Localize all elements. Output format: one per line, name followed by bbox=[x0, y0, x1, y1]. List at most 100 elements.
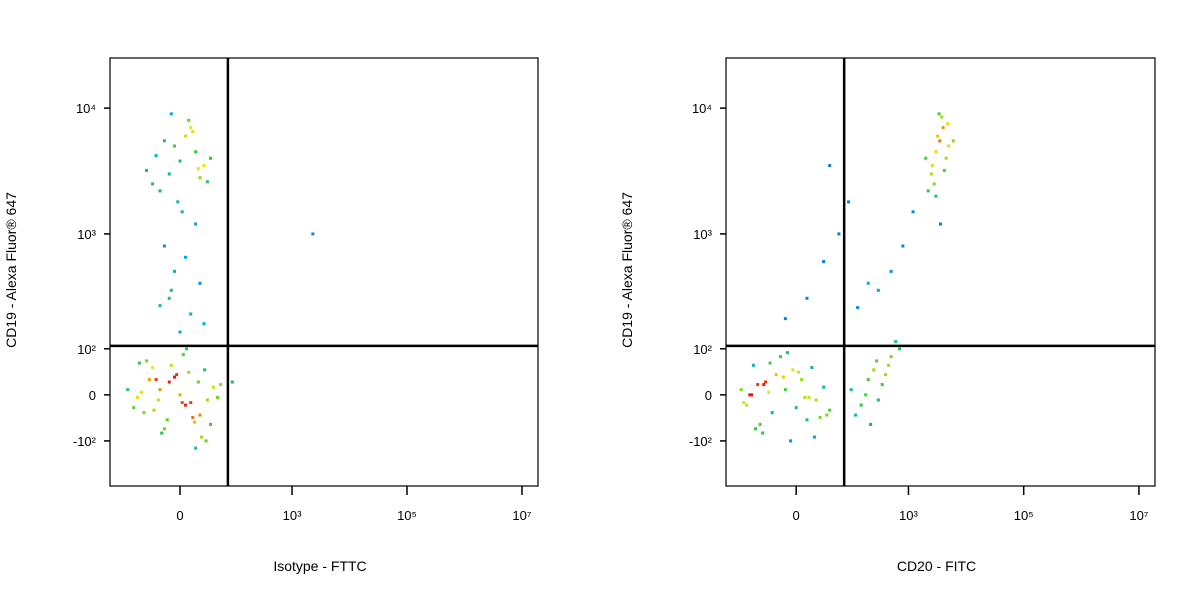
event-dot bbox=[187, 118, 191, 122]
event-dot bbox=[165, 418, 169, 422]
event-dot bbox=[911, 210, 915, 214]
event-dot bbox=[180, 401, 184, 405]
event-dot bbox=[230, 380, 234, 384]
event-dot bbox=[175, 373, 179, 377]
event-dot bbox=[193, 420, 197, 424]
event-dot bbox=[748, 393, 752, 397]
event-dot bbox=[898, 347, 902, 351]
event-dot bbox=[876, 398, 880, 402]
event-dot bbox=[198, 176, 202, 180]
event-dot bbox=[180, 210, 184, 214]
event-dot bbox=[837, 232, 841, 236]
event-dot bbox=[147, 378, 151, 382]
event-dot bbox=[196, 167, 200, 171]
x-tick-label: 10⁵ bbox=[397, 508, 417, 523]
event-dot bbox=[854, 413, 858, 417]
event-dot bbox=[219, 383, 223, 387]
event-dot bbox=[936, 134, 940, 138]
event-dot bbox=[178, 159, 182, 163]
event-dot bbox=[849, 388, 853, 392]
event-dot bbox=[187, 370, 191, 374]
event-dot bbox=[864, 393, 868, 397]
event-dot bbox=[151, 182, 155, 186]
event-dot bbox=[934, 194, 938, 198]
event-dot bbox=[822, 385, 826, 389]
x-tick-label: 0 bbox=[176, 508, 183, 523]
event-dot bbox=[202, 322, 206, 326]
event-dot bbox=[167, 296, 171, 300]
event-dot bbox=[145, 359, 149, 363]
event-dot bbox=[191, 415, 195, 419]
event-dot bbox=[929, 172, 933, 176]
event-dot bbox=[758, 422, 762, 426]
event-dot bbox=[152, 408, 156, 412]
event-dot bbox=[194, 150, 198, 154]
event-dot bbox=[762, 383, 766, 387]
event-dot bbox=[145, 168, 149, 172]
event-dot bbox=[938, 139, 942, 143]
event-dot bbox=[162, 244, 166, 248]
event-dot bbox=[126, 388, 130, 392]
event-dot bbox=[889, 269, 893, 273]
x-tick-label: 10³ bbox=[899, 508, 918, 523]
event-dot bbox=[167, 380, 171, 384]
event-dot bbox=[856, 306, 860, 310]
event-dot bbox=[942, 168, 946, 172]
y-tick-label: 10³ bbox=[693, 227, 712, 242]
event-dot bbox=[866, 281, 870, 285]
event-dot bbox=[169, 363, 173, 367]
event-dot bbox=[876, 288, 880, 292]
event-dot bbox=[135, 395, 139, 399]
event-dot bbox=[785, 351, 789, 355]
event-dot bbox=[828, 408, 832, 412]
event-dot bbox=[807, 395, 811, 399]
event-dot bbox=[156, 398, 160, 402]
event-dot bbox=[810, 366, 814, 370]
event-dot bbox=[142, 411, 146, 415]
event-dot bbox=[132, 406, 136, 410]
event-dot bbox=[162, 427, 166, 431]
event-dot bbox=[812, 435, 816, 439]
event-dot bbox=[783, 317, 787, 321]
event-dot bbox=[202, 164, 206, 168]
event-dot bbox=[209, 422, 213, 426]
y-tick-label: 10³ bbox=[77, 227, 96, 242]
event-dot bbox=[158, 304, 162, 308]
y-tick-label: -10² bbox=[689, 434, 713, 449]
event-dot bbox=[951, 139, 955, 143]
event-dot bbox=[770, 411, 774, 415]
event-dot bbox=[926, 189, 930, 193]
y-tick-label: 10² bbox=[77, 342, 96, 357]
event-dot bbox=[805, 296, 809, 300]
x-axis-title: Isotype - FTTC bbox=[273, 558, 366, 574]
event-dot bbox=[791, 368, 795, 372]
y-tick-label: 0 bbox=[705, 388, 712, 403]
x-tick-label: 0 bbox=[793, 508, 800, 523]
event-dot bbox=[901, 244, 905, 248]
event-dot bbox=[859, 403, 863, 407]
event-dot bbox=[189, 401, 193, 405]
event-dot bbox=[209, 156, 213, 160]
event-dot bbox=[796, 370, 800, 374]
event-dot bbox=[158, 388, 162, 392]
event-dot bbox=[751, 363, 755, 367]
event-dot bbox=[739, 388, 743, 392]
event-dot bbox=[198, 413, 202, 417]
event-dot bbox=[200, 435, 204, 439]
event-dot bbox=[172, 269, 176, 273]
event-dot bbox=[800, 378, 804, 382]
y-axis-title: CD19 - Alexa Fluor® 647 bbox=[619, 192, 635, 348]
event-dot bbox=[886, 363, 890, 367]
event-dot bbox=[191, 130, 195, 134]
event-dot bbox=[767, 390, 771, 394]
event-dot bbox=[869, 422, 873, 426]
y-tick-label: 10⁴ bbox=[692, 101, 712, 116]
event-dot bbox=[764, 380, 768, 384]
event-dot bbox=[137, 361, 141, 365]
event-dot bbox=[198, 281, 202, 285]
event-dot bbox=[167, 172, 171, 176]
event-dot bbox=[169, 112, 173, 116]
event-dot bbox=[154, 154, 158, 158]
x-tick-label: 10⁷ bbox=[1129, 508, 1148, 523]
event-dot bbox=[818, 415, 822, 419]
